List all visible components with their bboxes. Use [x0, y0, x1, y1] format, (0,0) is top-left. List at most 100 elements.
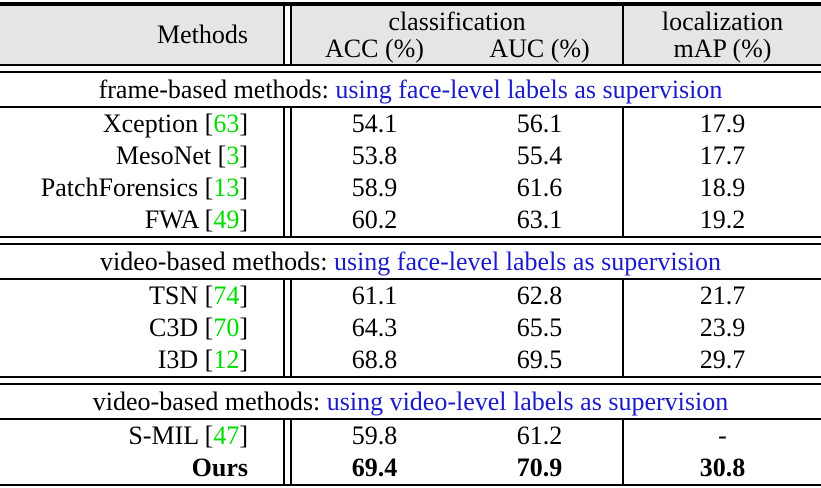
table-row: C3D [70] 64.3 65.5 23.9 — [0, 312, 821, 344]
vertical-single-divider — [622, 172, 624, 204]
section-title-prefix: video-based methods: — [100, 247, 334, 276]
method-cell: TSN [74] — [0, 280, 283, 312]
vertical-single-divider — [622, 140, 624, 172]
section-title-highlight: using face-level labels as supervision — [333, 247, 721, 276]
citation-number: 13 — [213, 173, 240, 202]
top-rule — [0, 2, 821, 6]
classification-header-cell: classification ACC (%) AUC (%) — [292, 6, 622, 64]
method-name: I3D — [157, 345, 199, 374]
acc-cell: 53.8 — [351, 141, 398, 170]
method-name: S-MIL — [128, 421, 199, 450]
vertical-single-divider — [622, 312, 624, 344]
method-cell: I3D [12] — [0, 344, 283, 376]
bottom-rule — [0, 484, 821, 486]
citation-number: 49 — [213, 205, 240, 234]
method-name: Xception — [102, 109, 199, 138]
vertical-single-divider — [622, 452, 624, 484]
single-rule — [0, 418, 821, 420]
acc-cell: 64.3 — [351, 313, 398, 342]
vertical-double-divider — [283, 172, 292, 204]
citation-number: 63 — [213, 109, 240, 138]
cite-open-bracket: [ — [211, 141, 227, 170]
section-title-video-video: video-based methods: using video-level l… — [0, 385, 821, 418]
method-name: TSN — [149, 281, 199, 310]
map-cell: 17.7 — [699, 141, 746, 170]
cite-close-bracket: ] — [239, 421, 248, 450]
cite-open-bracket: [ — [198, 173, 214, 202]
table-row: Xception [63] 54.1 56.1 17.9 — [0, 108, 821, 140]
vertical-single-divider — [622, 108, 624, 140]
citation-number: 3 — [226, 141, 240, 170]
methods-header-label: Methods — [157, 20, 248, 49]
table-row: I3D [12] 68.8 69.5 29.7 — [0, 344, 821, 376]
col-header-acc: ACC (%) — [325, 34, 424, 63]
vertical-double-divider — [283, 312, 292, 344]
vertical-double-divider — [283, 108, 292, 140]
table-row: TSN [74] 61.1 62.8 21.7 — [0, 280, 821, 312]
acc-cell: 60.2 — [351, 205, 398, 234]
vertical-single-divider — [622, 280, 624, 312]
cite-open-bracket: [ — [198, 421, 214, 450]
method-cell: PatchForensics [13] — [0, 172, 283, 204]
method-cell: C3D [70] — [0, 312, 283, 344]
table-row-ours: Ours 69.4 70.9 30.8 — [0, 452, 821, 484]
double-rule — [0, 376, 821, 385]
vertical-single-divider — [622, 204, 624, 236]
method-name: Ours — [191, 453, 248, 482]
acc-cell: 61.1 — [351, 281, 398, 310]
table-row: S-MIL [47] 59.8 61.2 - — [0, 420, 821, 452]
cite-close-bracket: ] — [239, 173, 248, 202]
classification-group-label: classification — [388, 7, 526, 36]
citation-number: 70 — [213, 313, 240, 342]
localization-header-cell: localization mAP (%) — [624, 6, 821, 64]
method-cell: FWA [49] — [0, 204, 283, 236]
cite-close-bracket: ] — [239, 205, 248, 234]
cite-close-bracket: ] — [239, 281, 248, 310]
map-cell: 29.7 — [699, 345, 746, 374]
citation-number: 74 — [213, 281, 240, 310]
map-cell: 30.8 — [699, 453, 746, 482]
double-rule — [0, 236, 821, 245]
single-rule — [0, 106, 821, 108]
auc-cell: 69.5 — [516, 345, 563, 374]
cite-close-bracket: ] — [239, 345, 248, 374]
citation-number: 47 — [213, 421, 240, 450]
vertical-double-divider — [283, 6, 292, 64]
method-cell: MesoNet [3] — [0, 140, 283, 172]
section-title-highlight: using video-level labels as supervision — [326, 387, 729, 416]
vertical-single-divider — [622, 344, 624, 376]
vertical-double-divider — [283, 420, 292, 452]
vertical-double-divider — [283, 204, 292, 236]
acc-cell: 68.8 — [351, 345, 398, 374]
section-title-highlight: using face-level labels as supervision — [335, 75, 723, 104]
vertical-single-divider — [622, 6, 624, 64]
method-name: PatchForensics — [40, 173, 199, 202]
map-cell: 21.7 — [699, 281, 746, 310]
method-name: MesoNet — [115, 141, 212, 170]
methods-header-cell: Methods — [0, 6, 283, 64]
map-cell: 23.9 — [699, 313, 746, 342]
section-title-frame-based: frame-based methods: using face-level la… — [0, 73, 821, 106]
auc-cell: 61.2 — [516, 421, 563, 450]
auc-cell: 63.1 — [516, 205, 563, 234]
single-rule — [0, 278, 821, 280]
auc-cell: 55.4 — [516, 141, 563, 170]
cite-open-bracket: [ — [198, 345, 214, 374]
cite-close-bracket: ] — [239, 109, 248, 138]
table-row: MesoNet [3] 53.8 55.4 17.7 — [0, 140, 821, 172]
map-cell: 17.9 — [699, 109, 746, 138]
col-header-map: mAP (%) — [673, 34, 772, 63]
auc-cell: 70.9 — [516, 453, 563, 482]
localization-group-label: localization — [661, 7, 784, 36]
cite-close-bracket: ] — [239, 313, 248, 342]
auc-cell: 65.5 — [516, 313, 563, 342]
vertical-double-divider — [283, 452, 292, 484]
map-cell: 19.2 — [699, 205, 746, 234]
acc-cell: 54.1 — [351, 109, 398, 138]
method-cell: Xception [63] — [0, 108, 283, 140]
cite-open-bracket: [ — [198, 281, 214, 310]
auc-cell: 61.6 — [516, 173, 563, 202]
cite-open-bracket: [ — [198, 205, 214, 234]
section-title-prefix: video-based methods: — [92, 387, 327, 416]
